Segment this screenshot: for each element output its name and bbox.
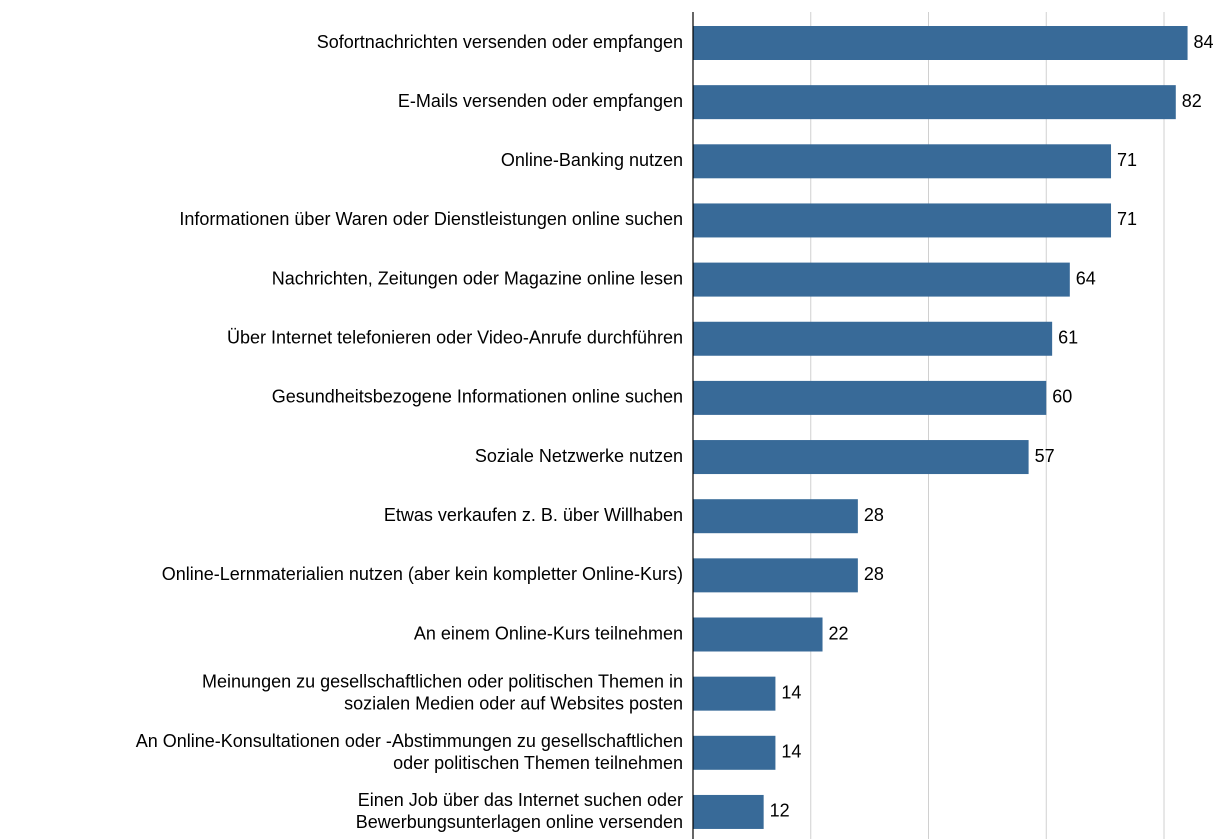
category-label: Online-Banking nutzen [501,150,683,170]
value-label: 12 [770,801,790,821]
category-label: Soziale Netzwerke nutzen [475,446,683,466]
value-label: 71 [1117,150,1137,170]
bar [693,558,858,593]
category-label: Gesundheitsbezogene Informationen online… [272,387,683,407]
value-label: 82 [1182,91,1202,111]
bar [693,203,1112,238]
bar [693,617,823,652]
value-label: 28 [864,505,884,525]
bar [693,499,858,534]
value-label: 71 [1117,209,1137,229]
category-label: Online-Lernmaterialien nutzen (aber kein… [162,564,683,584]
category-label: An Online-Konsultationen oder -Abstimmun… [136,731,683,773]
category-label: Etwas verkaufen z. B. über Willhaben [384,505,683,525]
bar [693,794,764,829]
value-label: 57 [1035,446,1055,466]
bar [693,144,1112,179]
bar [693,440,1029,475]
bar [693,26,1188,60]
value-label: 60 [1052,387,1072,407]
bar [693,380,1047,415]
category-label: An einem Online-Kurs teilnehmen [414,623,683,643]
category-label: E-Mails versenden oder empfangen [398,91,683,111]
value-label: 14 [781,742,801,762]
bar [693,262,1070,297]
value-label: 22 [829,623,849,643]
value-label: 28 [864,564,884,584]
category-label: Sofortnachrichten versenden oder empfang… [317,32,683,52]
bar [693,676,776,711]
bar [693,85,1176,120]
category-label: Nachrichten, Zeitungen oder Magazine onl… [272,268,683,288]
bar [693,321,1053,356]
value-label: 61 [1058,328,1078,348]
category-label: Einen Job über das Internet suchen oder B… [356,790,683,832]
category-label: Informationen über Waren oder Dienstleis… [179,209,683,229]
value-label: 14 [781,682,801,702]
value-label: 64 [1076,268,1096,288]
category-label: Meinungen zu gesellschaftlichen oder pol… [202,671,683,713]
value-label: 84 [1194,32,1214,52]
category-label: Über Internet telefonieren oder Video-An… [227,328,683,348]
bar [693,735,776,770]
